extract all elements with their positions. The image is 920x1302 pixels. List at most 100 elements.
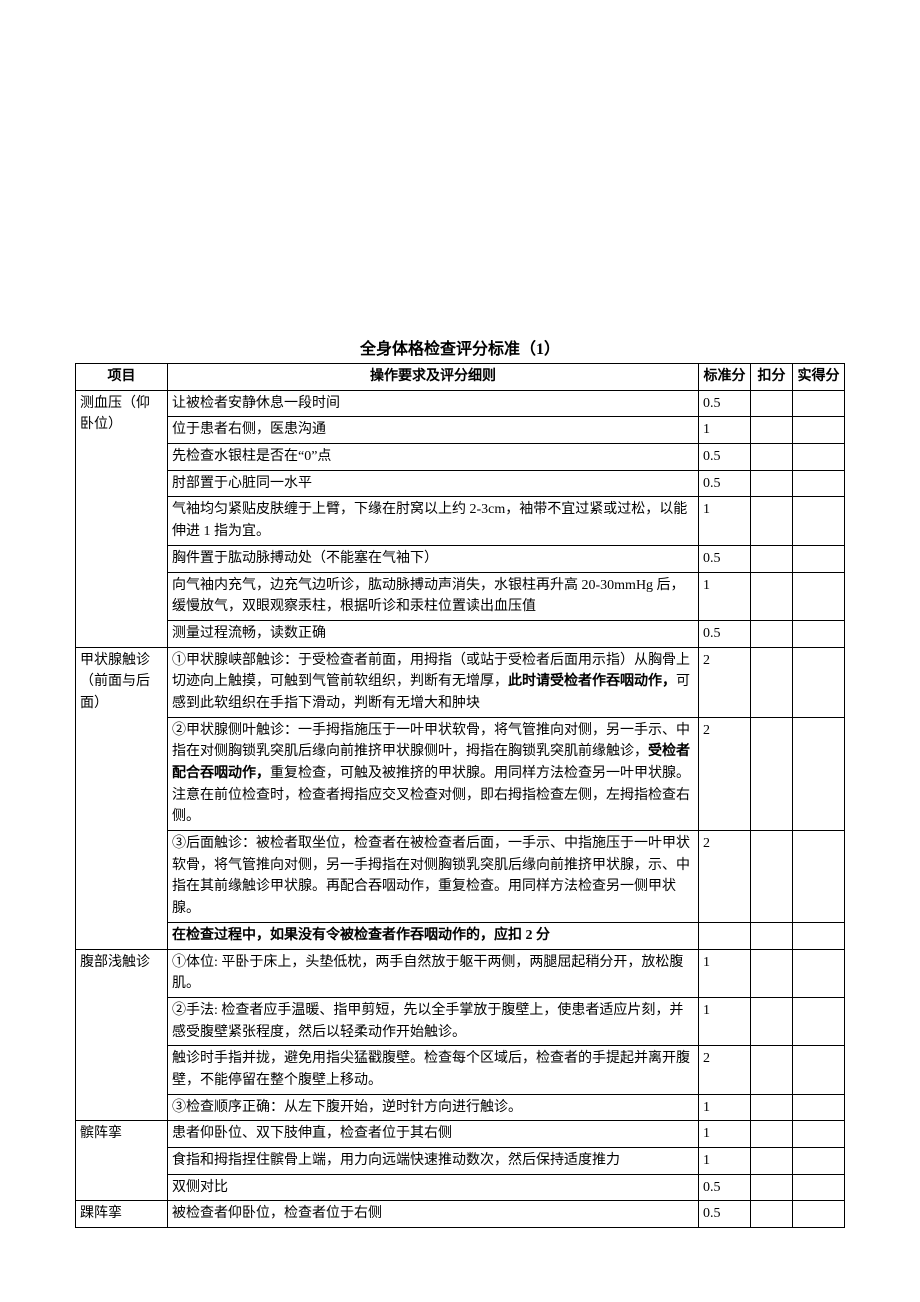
criteria-cell: ③后面触诊：被检者取坐位，检查者在被检查者后面，一手示、中指施压于一叶甲状软骨，… [168, 831, 699, 923]
criteria-cell: 向气袖内充气，边充气边听诊，肱动脉搏动声消失，水银柱再升高 20-30mmHg … [168, 572, 699, 620]
header-criteria: 操作要求及评分细则 [168, 364, 699, 391]
actual-score-cell [793, 417, 845, 444]
table-row: 向气袖内充气，边充气边听诊，肱动脉搏动声消失，水银柱再升高 20-30mmHg … [76, 572, 845, 620]
actual-score-cell [793, 470, 845, 497]
header-standard-score: 标准分 [699, 364, 751, 391]
bold-text: 受检者配合吞咽动作， [172, 744, 690, 781]
table-row: 气袖均匀紧贴皮肤缠于上臂，下缘在肘窝以上约 2-3cm，袖带不宜过紧或过松，以能… [76, 497, 845, 545]
actual-score-cell [793, 545, 845, 572]
actual-score-cell [793, 647, 845, 717]
standard-score-cell: 0.5 [699, 390, 751, 417]
criteria-cell: 让被检者安静休息一段时间 [168, 390, 699, 417]
table-row: 触诊时手指并拢，避免用指尖猛戳腹壁。检查每个区域后，检查者的手提起并离开腹壁，不… [76, 1046, 845, 1094]
table-row: 髌阵挛患者仰卧位、双下肢伸直，检查者位于其右侧1 [76, 1121, 845, 1148]
actual-score-cell [793, 1094, 845, 1121]
standard-score-cell: 0.5 [699, 1201, 751, 1228]
standard-score-cell: 2 [699, 717, 751, 830]
document-title: 全身体格检查评分标准（1） [75, 335, 845, 359]
header-deduction: 扣分 [751, 364, 793, 391]
deduction-cell [751, 1174, 793, 1201]
deduction-cell [751, 390, 793, 417]
criteria-cell: 触诊时手指并拢，避免用指尖猛戳腹壁。检查每个区域后，检查者的手提起并离开腹壁，不… [168, 1046, 699, 1094]
actual-score-cell [793, 997, 845, 1045]
deduction-cell [751, 444, 793, 471]
deduction-cell [751, 545, 793, 572]
deduction-cell [751, 470, 793, 497]
criteria-cell: 胸件置于肱动脉搏动处（不能塞在气袖下） [168, 545, 699, 572]
actual-score-cell [793, 949, 845, 997]
standard-score-cell: 1 [699, 417, 751, 444]
deduction-cell [751, 1046, 793, 1094]
deduction-cell [751, 1121, 793, 1148]
scoring-table: 项目 操作要求及评分细则 标准分 扣分 实得分 测血压（仰卧位）让被检者安静休息… [75, 363, 845, 1228]
criteria-cell: 位于患者右侧，医患沟通 [168, 417, 699, 444]
header-item: 项目 [76, 364, 168, 391]
bold-text: 此时请受检者作吞咽动作， [508, 674, 676, 689]
table-row: 测血压（仰卧位）让被检者安静休息一段时间0.5 [76, 390, 845, 417]
standard-score-cell: 1 [699, 1121, 751, 1148]
deduction-cell [751, 1148, 793, 1175]
table-header-row: 项目 操作要求及评分细则 标准分 扣分 实得分 [76, 364, 845, 391]
table-row: ②甲状腺侧叶触诊：一手拇指施压于一叶甲状软骨，将气管推向对侧，另一手示、中指在对… [76, 717, 845, 830]
table-row: 食指和拇指捏住髌骨上端，用力向远端快速推动数次，然后保持适度推力1 [76, 1148, 845, 1175]
note-cell: 在检查过程中，如果没有令被检查者作吞咽动作的，应扣 2 分 [168, 922, 699, 949]
actual-score-cell [793, 572, 845, 620]
standard-score-cell: 1 [699, 949, 751, 997]
actual-score-cell [793, 717, 845, 830]
standard-score-cell: 1 [699, 497, 751, 545]
actual-score-cell [793, 831, 845, 923]
actual-score-cell [793, 620, 845, 647]
actual-score-cell [793, 444, 845, 471]
standard-score-cell: 2 [699, 831, 751, 923]
section-name-cell: 髌阵挛 [76, 1121, 168, 1201]
actual-score-cell [793, 1201, 845, 1228]
section-name-cell: 测血压（仰卧位） [76, 390, 168, 647]
table-row: 测量过程流畅，读数正确0.5 [76, 620, 845, 647]
criteria-cell: ①体位: 平卧于床上，头垫低枕，两手自然放于躯干两侧，两腿屈起稍分开，放松腹肌。 [168, 949, 699, 997]
criteria-cell: 食指和拇指捏住髌骨上端，用力向远端快速推动数次，然后保持适度推力 [168, 1148, 699, 1175]
table-row: 先检查水银柱是否在“0”点0.5 [76, 444, 845, 471]
table-row: ③后面触诊：被检者取坐位，检查者在被检查者后面，一手示、中指施压于一叶甲状软骨，… [76, 831, 845, 923]
actual-score-cell [793, 390, 845, 417]
actual-score-cell [793, 1148, 845, 1175]
standard-score-cell: 0.5 [699, 545, 751, 572]
criteria-cell: ②甲状腺侧叶触诊：一手拇指施压于一叶甲状软骨，将气管推向对侧，另一手示、中指在对… [168, 717, 699, 830]
standard-score-cell: 1 [699, 1148, 751, 1175]
table-row: 甲状腺触诊（前面与后面）①甲状腺峡部触诊：于受检查者前面，用拇指（或站于受检者后… [76, 647, 845, 717]
criteria-cell: 被检查者仰卧位，检查者位于右侧 [168, 1201, 699, 1228]
table-row: 踝阵挛被检查者仰卧位，检查者位于右侧0.5 [76, 1201, 845, 1228]
table-row: ②手法: 检查者应手温暖、指甲剪短，先以全手掌放于腹壁上，使患者适应片刻，并感受… [76, 997, 845, 1045]
deduction-cell [751, 497, 793, 545]
deduction-cell [751, 949, 793, 997]
standard-score-cell [699, 922, 751, 949]
deduction-cell [751, 997, 793, 1045]
criteria-cell: ①甲状腺峡部触诊：于受检查者前面，用拇指（或站于受检者后面用示指）从胸骨上切迹向… [168, 647, 699, 717]
deduction-cell [751, 620, 793, 647]
table-row: ③检查顺序正确：从左下腹开始，逆时针方向进行触诊。1 [76, 1094, 845, 1121]
criteria-cell: 气袖均匀紧贴皮肤缠于上臂，下缘在肘窝以上约 2-3cm，袖带不宜过紧或过松，以能… [168, 497, 699, 545]
criteria-cell: 患者仰卧位、双下肢伸直，检查者位于其右侧 [168, 1121, 699, 1148]
table-row: 肘部置于心脏同一水平0.5 [76, 470, 845, 497]
actual-score-cell [793, 497, 845, 545]
standard-score-cell: 1 [699, 997, 751, 1045]
actual-score-cell [793, 1121, 845, 1148]
section-name-cell: 甲状腺触诊（前面与后面） [76, 647, 168, 949]
deduction-cell [751, 1201, 793, 1228]
actual-score-cell [793, 922, 845, 949]
criteria-cell: ③检查顺序正确：从左下腹开始，逆时针方向进行触诊。 [168, 1094, 699, 1121]
table-row: 腹部浅触诊①体位: 平卧于床上，头垫低枕，两手自然放于躯干两侧，两腿屈起稍分开，… [76, 949, 845, 997]
section-name-cell: 腹部浅触诊 [76, 949, 168, 1121]
deduction-cell [751, 717, 793, 830]
criteria-cell: 肘部置于心脏同一水平 [168, 470, 699, 497]
standard-score-cell: 1 [699, 572, 751, 620]
section-name-cell: 踝阵挛 [76, 1201, 168, 1228]
standard-score-cell: 2 [699, 647, 751, 717]
standard-score-cell: 2 [699, 1046, 751, 1094]
table-row: 位于患者右侧，医患沟通1 [76, 417, 845, 444]
deduction-cell [751, 572, 793, 620]
deduction-cell [751, 647, 793, 717]
table-row: 胸件置于肱动脉搏动处（不能塞在气袖下）0.5 [76, 545, 845, 572]
table-row: 双侧对比0.5 [76, 1174, 845, 1201]
document-page: 全身体格检查评分标准（1） 项目 操作要求及评分细则 标准分 扣分 实得分 测血… [0, 0, 920, 1268]
standard-score-cell: 0.5 [699, 444, 751, 471]
